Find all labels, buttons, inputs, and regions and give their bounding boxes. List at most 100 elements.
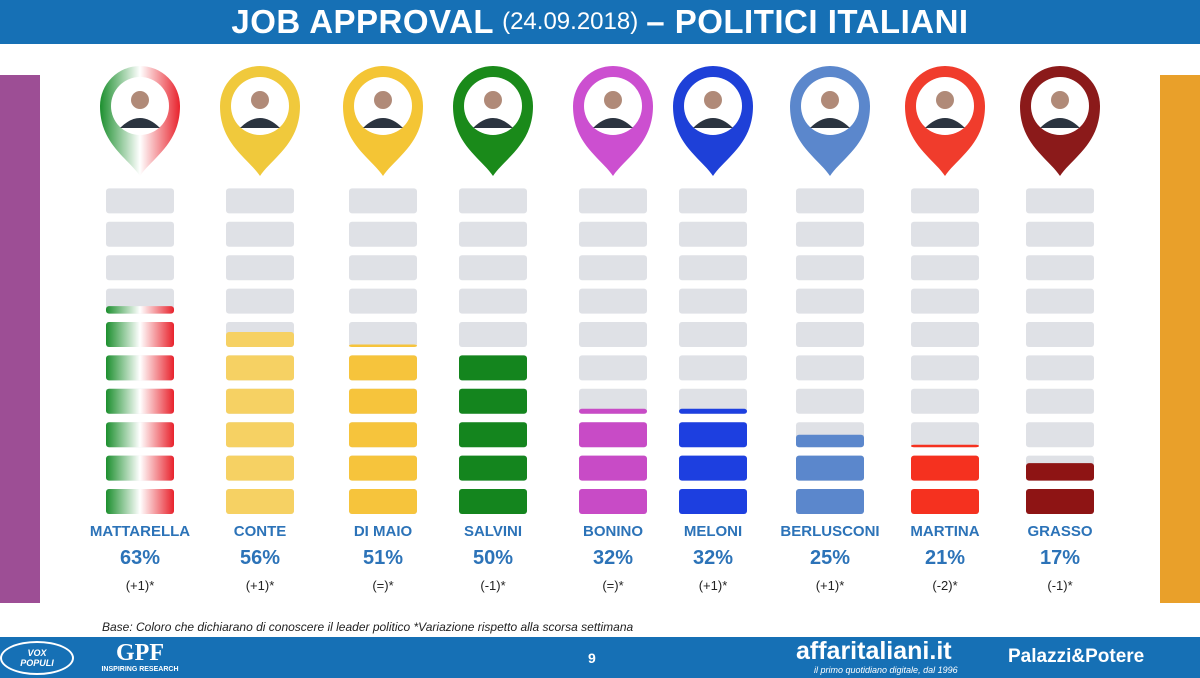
approval-bar <box>106 306 174 314</box>
bar-slot <box>911 322 979 347</box>
affaritaliani-tagline: il primo quotidiano digitale, dal 1996 <box>814 665 958 675</box>
bar-slot <box>679 221 747 247</box>
category-label: GRASSO <box>1027 523 1092 540</box>
bar-slot <box>459 221 527 247</box>
bar-slot <box>911 255 979 281</box>
value-label: 21% <box>925 547 965 569</box>
approval-bar <box>106 455 174 481</box>
vox-populi-logo: VOX POPULI <box>0 641 74 675</box>
category-label: MELONI <box>684 523 742 540</box>
bar-slot <box>796 288 864 314</box>
approval-bar <box>679 489 747 514</box>
portrait-head <box>704 91 722 109</box>
bar-slot <box>459 322 527 347</box>
bar-slot <box>679 322 747 347</box>
vox-line2: POPULI <box>20 658 54 668</box>
approval-bar <box>106 355 174 381</box>
approval-bar <box>459 455 527 481</box>
change-label: (-1)* <box>480 578 505 593</box>
bar-slot <box>579 221 647 247</box>
bar-slot <box>1026 221 1094 247</box>
approval-chart: MATTARELLA 63% (+1)* CONTE 56% (+1)* DI MAIO 51… <box>90 65 1100 593</box>
value-label: 17% <box>1040 547 1080 569</box>
approval-bar <box>226 355 294 381</box>
title-date: (24.09.2018) <box>502 8 639 35</box>
value-label: 56% <box>240 547 280 569</box>
bar-slot <box>796 255 864 281</box>
portrait-shoulders <box>925 118 965 128</box>
approval-bar <box>1026 463 1094 481</box>
bar-slot <box>226 288 294 314</box>
bar-slot <box>911 221 979 247</box>
bar-slot <box>911 188 979 214</box>
right-accent-bar <box>1160 75 1200 603</box>
bar-slot <box>1026 322 1094 347</box>
change-label: (=)* <box>372 578 393 593</box>
change-label: (-1)* <box>1047 578 1072 593</box>
change-label: (-2)* <box>932 578 957 593</box>
portrait-shoulders <box>693 118 733 128</box>
change-label: (+1)* <box>699 578 728 593</box>
approval-bar <box>796 455 864 481</box>
portrait-shoulders <box>1040 118 1080 128</box>
bar-slot <box>349 255 417 281</box>
portrait-head <box>484 91 502 109</box>
approval-bar <box>349 489 417 514</box>
bar-slot <box>796 388 864 414</box>
approval-bar <box>106 388 174 414</box>
bar-slot <box>796 322 864 347</box>
portrait-shoulders <box>120 118 160 128</box>
bar-slot <box>1026 188 1094 214</box>
bar-slot <box>226 255 294 281</box>
title-suffix: – POLITICI ITALIANI <box>646 3 969 40</box>
approval-bar <box>911 489 979 514</box>
value-label: 32% <box>593 547 633 569</box>
gpf-tagline: INSPIRING RESEARCH <box>101 666 179 673</box>
value-label: 25% <box>810 547 850 569</box>
approval-bar <box>459 355 527 381</box>
approval-bar <box>679 408 747 414</box>
approval-bar <box>911 455 979 481</box>
affaritaliani-text: affaritaliani.it <box>796 637 952 665</box>
bar-slot <box>459 288 527 314</box>
portrait-head <box>1051 91 1069 109</box>
bar-slot <box>349 221 417 247</box>
approval-bar <box>579 489 647 514</box>
bar-slot <box>579 388 647 414</box>
bar-slot <box>459 188 527 214</box>
approval-bar <box>579 408 647 414</box>
bar-slot <box>349 288 417 314</box>
approval-bar <box>1026 489 1094 514</box>
bar-slot <box>579 255 647 281</box>
category-label: CONTE <box>234 523 287 540</box>
bar-slot <box>459 255 527 281</box>
approval-bar <box>459 489 527 514</box>
portrait-head <box>251 91 269 109</box>
bar-slot <box>349 188 417 214</box>
bar-slot <box>579 355 647 381</box>
bar-slot <box>1026 288 1094 314</box>
portrait-head <box>936 91 954 109</box>
bar-slot <box>679 388 747 414</box>
bar-slot <box>796 355 864 381</box>
category-label: SALVINI <box>464 523 522 540</box>
bar-slot <box>226 188 294 214</box>
approval-bar <box>349 344 417 347</box>
bar-slot <box>1026 388 1094 414</box>
portrait-shoulders <box>593 118 633 128</box>
portrait-shoulders <box>810 118 850 128</box>
approval-bar <box>106 489 174 514</box>
affaritaliani-logo: affaritaliani.it il primo quotidiano dig… <box>796 637 996 675</box>
bar-slot <box>679 288 747 314</box>
approval-bar <box>679 422 747 448</box>
bar-slot <box>679 188 747 214</box>
portrait-head <box>821 91 839 109</box>
approval-bar <box>796 434 864 448</box>
category-label: MARTINA <box>910 523 979 540</box>
title-bar: JOB APPROVAL (24.09.2018) – POLITICI ITA… <box>0 0 1200 44</box>
bar-slot <box>911 422 979 448</box>
page-number: 9 <box>588 650 596 666</box>
footer-bar <box>0 637 1200 678</box>
approval-bar <box>349 355 417 381</box>
bar-slot <box>911 355 979 381</box>
